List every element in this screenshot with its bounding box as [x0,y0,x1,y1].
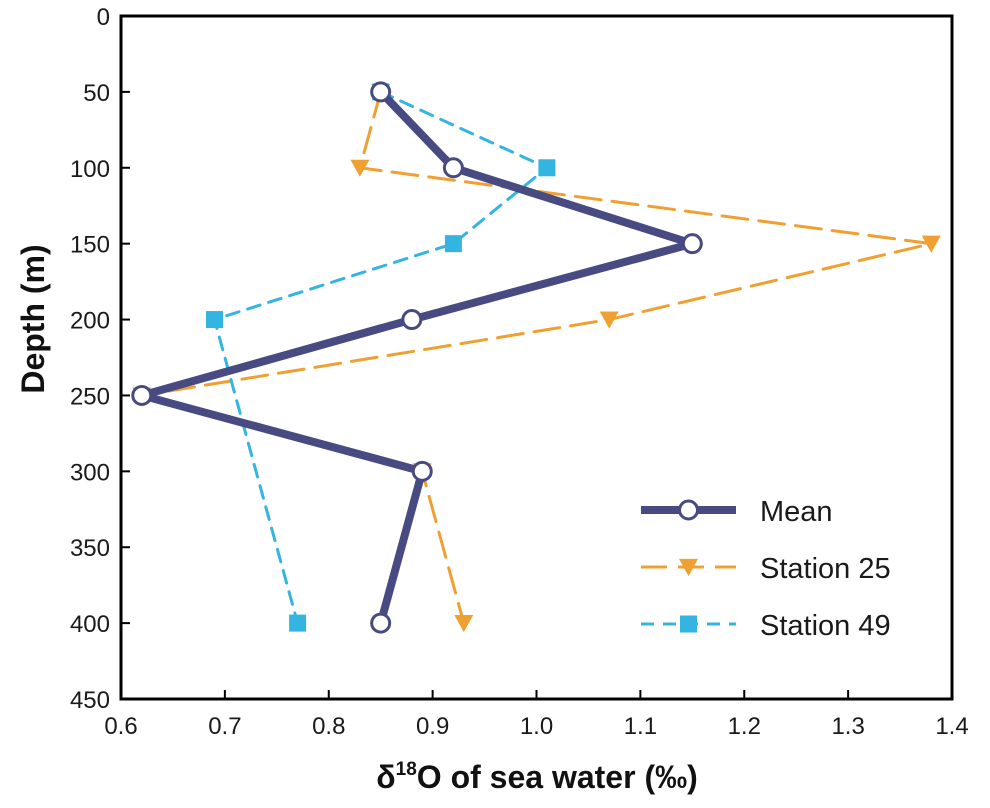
series-mean [131,81,703,634]
x-tick-label: 0.6 [104,713,137,740]
x-tick-label: 1.4 [935,713,968,740]
series-layer [131,81,941,634]
x-tick-label: 0.8 [312,713,345,740]
legend: Mean Station 25 Station 49 [641,496,891,642]
y-tick-label: 150 [70,232,110,259]
data-point-station-25 [454,615,474,633]
y-tick-label: 200 [70,308,110,335]
data-point-mean [681,233,703,255]
data-point-station-49 [205,311,223,329]
legend-marker-station-49 [680,615,697,633]
data-point-mean [442,157,464,179]
series-station-49 [205,83,556,632]
plot-area [119,14,954,701]
y-axis-title: Depth (m) [15,244,51,393]
series-station-25 [132,83,941,633]
data-point-mean [401,309,423,331]
legend-label-mean: Mean [760,496,833,528]
x-tick-label: 1.2 [728,713,761,740]
data-point-station-49 [289,614,307,632]
y-tick-label: 300 [70,459,110,486]
y-tick-label: 50 [83,80,110,107]
data-point-station-49 [444,235,462,253]
y-tick-label: 450 [70,687,110,714]
legend-marker-station-25 [679,558,698,577]
x-tick-label: 1.0 [520,713,553,740]
data-point-station-25 [921,235,941,253]
legend-marker-mean [678,499,699,521]
data-point-mean [131,384,153,406]
x-tick-label: 0.7 [208,713,241,740]
y-tick-label: 0 [97,4,110,31]
data-point-station-49 [538,159,556,177]
plot-border [119,14,954,701]
y-tick-label: 100 [70,156,110,183]
x-axis: 0.6 0.7 0.8 0.9 1.0 1.1 1.2 1.3 1.4 [104,690,969,740]
data-point-station-25 [599,311,619,329]
y-axis: 0 50 100 150 200 250 300 350 400 450 [70,4,130,714]
y-tick-label: 250 [70,383,110,410]
x-tick-label: 1.3 [831,713,864,740]
data-point-mean [370,81,392,103]
series-line-station-25 [140,90,933,625]
y-tick-label: 400 [70,611,110,638]
legend-label-station-25: Station 25 [760,553,891,585]
x-tick-label: 1.1 [624,713,657,740]
legend-label-station-49: Station 49 [760,610,891,642]
y-tick-label: 350 [70,535,110,562]
data-point-station-25 [350,159,370,177]
x-tick-label: 0.9 [416,713,449,740]
data-point-mean [370,612,392,634]
x-axis-title: δ18O of sea water (‰) [376,759,698,795]
data-point-mean [411,460,433,482]
